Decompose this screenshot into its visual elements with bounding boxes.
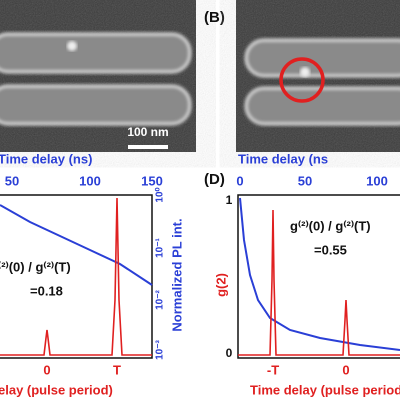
x-tick: 0 bbox=[43, 362, 50, 377]
y2-tick: 10⁻¹ bbox=[155, 237, 166, 257]
scale-label: 100 nm bbox=[127, 125, 168, 139]
plot-d bbox=[237, 194, 400, 359]
y2-tick: 10⁰ bbox=[155, 187, 166, 202]
ratio-value: =0.55 bbox=[314, 242, 347, 257]
ratio-value: =0.18 bbox=[30, 283, 63, 298]
x-tick: T bbox=[113, 362, 121, 377]
top-axis-title: Time delay (ns) bbox=[0, 151, 92, 166]
y-tick: 1 bbox=[226, 193, 233, 207]
plot-c bbox=[0, 194, 153, 359]
y-title: g(2) bbox=[213, 273, 228, 297]
x-title: elay (pulse period) bbox=[0, 382, 113, 397]
sem-image-a: 100 nm bbox=[0, 0, 196, 152]
panel-label: (B) bbox=[204, 9, 225, 26]
top-axis-title: Time delay (ns bbox=[238, 151, 328, 166]
top-tick: 50 bbox=[298, 173, 312, 188]
y2-title: Normalized PL int. bbox=[169, 218, 184, 331]
y2-tick: 10⁻² bbox=[155, 289, 166, 309]
top-tick: 100 bbox=[366, 173, 388, 188]
top-tick: 150 bbox=[141, 173, 163, 188]
y2-tick: 10⁻³ bbox=[155, 339, 166, 359]
top-tick: 0 bbox=[236, 173, 243, 188]
scale-bar bbox=[128, 145, 168, 149]
x-tick: 0 bbox=[342, 362, 349, 377]
top-tick: 100 bbox=[79, 173, 101, 188]
x-tick: -T bbox=[267, 362, 279, 377]
sem-image-b bbox=[236, 0, 400, 152]
y-tick: 0 bbox=[226, 346, 233, 360]
ratio-label: ⁽²⁾(0) / g⁽²⁾(T) bbox=[0, 259, 71, 274]
x-title: Time delay (pulse period) bbox=[250, 382, 400, 397]
ratio-label: g⁽²⁾(0) / g⁽²⁾(T) bbox=[290, 218, 371, 233]
top-tick: 50 bbox=[5, 173, 19, 188]
panel-label: (D) bbox=[204, 171, 225, 188]
